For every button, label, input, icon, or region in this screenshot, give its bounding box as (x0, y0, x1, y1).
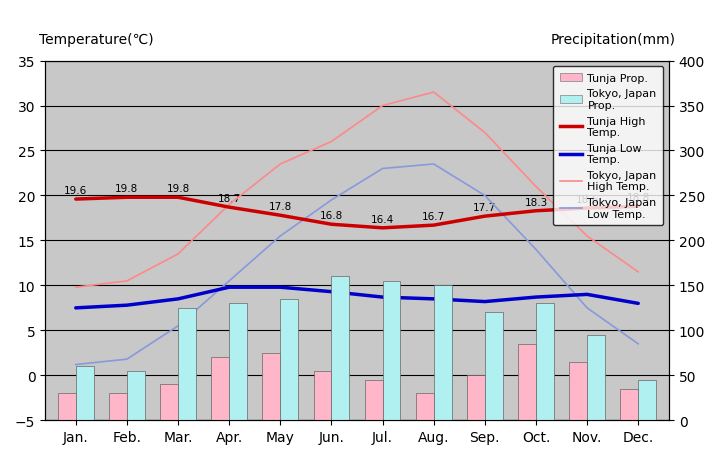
Text: 19.8: 19.8 (115, 184, 138, 194)
Text: 17.7: 17.7 (473, 202, 497, 213)
Text: 16.4: 16.4 (371, 214, 394, 224)
Bar (416, 393, 433, 420)
Bar (109, 393, 127, 420)
Bar (229, 304, 247, 420)
Text: 18.6: 18.6 (575, 195, 599, 204)
Bar (127, 371, 145, 420)
Bar (570, 362, 587, 420)
Bar (587, 335, 605, 420)
Bar (313, 371, 331, 420)
Text: 19.6: 19.6 (64, 185, 87, 196)
Text: Temperature(℃): Temperature(℃) (39, 33, 153, 47)
Legend: Tunja Prop., Tokyo, Japan
Prop., Tunja High
Temp., Tunja Low
Temp., Tokyo, Japan: Tunja Prop., Tokyo, Japan Prop., Tunja H… (553, 67, 663, 226)
Bar (621, 389, 638, 420)
Text: 18.3: 18.3 (524, 197, 548, 207)
Bar (518, 344, 536, 420)
Bar (433, 286, 451, 420)
Bar (160, 385, 178, 420)
Text: Precipitation(mm): Precipitation(mm) (550, 33, 675, 47)
Bar (364, 380, 382, 420)
Text: 17.8: 17.8 (269, 202, 292, 212)
Text: 16.8: 16.8 (320, 211, 343, 221)
Text: 16.7: 16.7 (422, 212, 446, 222)
Bar (382, 281, 400, 420)
Bar (467, 375, 485, 420)
Bar (262, 353, 280, 420)
Text: 18.8: 18.8 (626, 193, 650, 202)
Bar (638, 380, 656, 420)
Bar (280, 299, 298, 420)
Text: 19.8: 19.8 (166, 184, 189, 194)
Bar (178, 308, 196, 420)
Bar (485, 313, 503, 420)
Bar (331, 277, 349, 420)
Bar (536, 304, 554, 420)
Bar (58, 393, 76, 420)
Bar (76, 367, 94, 420)
Text: 18.7: 18.7 (217, 194, 240, 203)
Bar (211, 358, 229, 420)
